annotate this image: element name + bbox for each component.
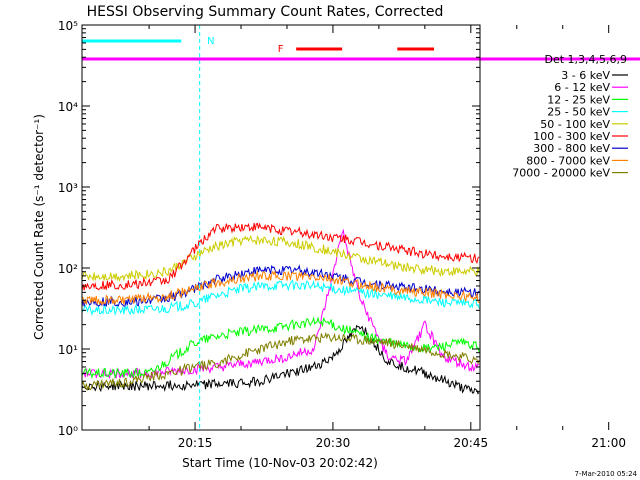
series-line xyxy=(82,279,480,317)
chart-title: HESSI Observing Summary Count Rates, Cor… xyxy=(87,4,444,20)
series-line xyxy=(82,222,480,291)
annotation-bars: NFA0A1A3 xyxy=(82,25,640,430)
y-axis-label: Corrected Count Rate (s⁻¹ detector⁻¹) xyxy=(32,114,46,340)
x-tick-label: 20:15 xyxy=(178,436,213,450)
series-layer xyxy=(82,222,480,395)
series-line xyxy=(82,269,480,306)
legend-label: 6 - 12 keV xyxy=(554,81,610,94)
plot-frame xyxy=(81,24,481,431)
legend-label: 3 - 6 keV xyxy=(561,69,610,82)
annotation-label: N xyxy=(207,36,214,47)
legend-label: 7000 - 20000 keV xyxy=(512,167,610,180)
y-tick-label: 10³ xyxy=(58,181,78,195)
y-tick-label: 10² xyxy=(58,262,78,276)
footer-timestamp: 7-Mar-2010 05:24 xyxy=(575,470,638,478)
y-tick-label: 10⁵ xyxy=(58,19,78,33)
legend-label: 800 - 7000 keV xyxy=(526,154,610,167)
y-axis: 10⁰ 10¹ 10² 10³ 10⁴ 10⁵ xyxy=(58,19,480,438)
legend-label: 300 - 800 keV xyxy=(533,142,610,155)
y-tick-label: 10⁴ xyxy=(58,100,78,114)
series-line xyxy=(82,324,480,395)
y-tick-label: 10¹ xyxy=(58,343,78,357)
series-line xyxy=(82,331,480,392)
series-line xyxy=(82,234,480,283)
legend-label: 25 - 50 keV xyxy=(547,106,610,119)
y-tick-label: 10⁰ xyxy=(58,424,78,438)
legend-label: 100 - 300 keV xyxy=(533,130,610,143)
x-tick-label: 20:45 xyxy=(454,436,489,450)
x-tick-label: 21:00 xyxy=(591,436,626,450)
series-line xyxy=(82,264,480,307)
x-axis-label: Start Time (10-Nov-03 20:02:42) xyxy=(182,456,378,470)
annotation-label: F xyxy=(278,44,284,55)
legend-title: Det 1,3,4,5,6,9 xyxy=(544,53,627,66)
legend-label: 50 - 100 keV xyxy=(540,118,610,131)
legend-label: 12 - 25 keV xyxy=(547,93,610,106)
x-tick-label: 20:30 xyxy=(316,436,351,450)
